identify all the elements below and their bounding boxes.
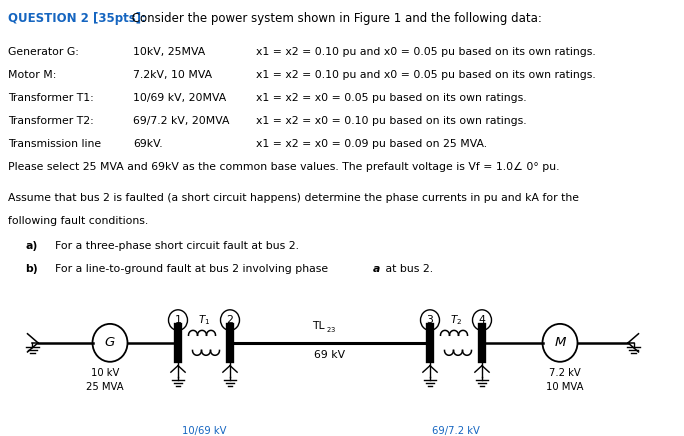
Text: Generator G:: Generator G: <box>8 47 79 57</box>
Text: $_{23}$: $_{23}$ <box>326 325 337 335</box>
Text: Transformer T2:: Transformer T2: <box>8 116 94 126</box>
Text: 2: 2 <box>226 315 233 325</box>
Text: 69/7.2 kV: 69/7.2 kV <box>432 426 480 436</box>
Text: $T_1$: $T_1$ <box>198 313 210 327</box>
Text: Consider the power system shown in Figure 1 and the following data:: Consider the power system shown in Figur… <box>128 12 542 25</box>
Text: M: M <box>554 336 566 349</box>
Text: x1 = x2 = x0 = 0.05 pu based on its own ratings.: x1 = x2 = x0 = 0.05 pu based on its own … <box>256 93 527 103</box>
Text: 69/7.2 kV, 20MVA: 69/7.2 kV, 20MVA <box>133 116 230 126</box>
Text: 7.2 kV: 7.2 kV <box>549 368 581 378</box>
Text: Transmission line: Transmission line <box>8 139 101 149</box>
Text: Transformer T1:: Transformer T1: <box>8 93 94 103</box>
Text: 25 MVA: 25 MVA <box>86 382 124 392</box>
Text: a): a) <box>25 241 38 251</box>
Text: x1 = x2 = 0.10 pu and x0 = 0.05 pu based on its own ratings.: x1 = x2 = 0.10 pu and x0 = 0.05 pu based… <box>256 47 596 57</box>
Text: b): b) <box>25 264 38 274</box>
Text: For a three-phase short circuit fault at bus 2.: For a three-phase short circuit fault at… <box>55 241 299 251</box>
Text: Motor M:: Motor M: <box>8 70 57 80</box>
Text: 10 MVA: 10 MVA <box>547 382 583 392</box>
Text: 3: 3 <box>427 315 434 325</box>
Text: 10/69 kV, 20MVA: 10/69 kV, 20MVA <box>133 93 226 103</box>
Text: For a line-to-ground fault at bus 2 involving phase: For a line-to-ground fault at bus 2 invo… <box>55 264 331 274</box>
Text: 1: 1 <box>174 315 181 325</box>
Text: 10/69 kV: 10/69 kV <box>182 426 226 436</box>
Text: x1 = x2 = 0.10 pu and x0 = 0.05 pu based on its own ratings.: x1 = x2 = 0.10 pu and x0 = 0.05 pu based… <box>256 70 596 80</box>
Text: 10kV, 25MVA: 10kV, 25MVA <box>133 47 206 57</box>
Text: G: G <box>105 336 115 349</box>
Text: QUESTION 2 [35pts]:: QUESTION 2 [35pts]: <box>8 12 146 25</box>
Text: 69kV.: 69kV. <box>133 139 163 149</box>
Text: $T_2$: $T_2$ <box>450 313 462 327</box>
Text: x1 = x2 = x0 = 0.09 pu based on 25 MVA.: x1 = x2 = x0 = 0.09 pu based on 25 MVA. <box>256 139 488 149</box>
Text: TL: TL <box>313 321 325 331</box>
Text: 7.2kV, 10 MVA: 7.2kV, 10 MVA <box>133 70 213 80</box>
Text: Please select 25 MVA and 69kV as the common base values. The prefault voltage is: Please select 25 MVA and 69kV as the com… <box>8 162 560 172</box>
Text: at bus 2.: at bus 2. <box>382 264 433 274</box>
Text: Assume that bus 2 is faulted (a short circuit happens) determine the phase curre: Assume that bus 2 is faulted (a short ci… <box>8 194 579 203</box>
Text: 10 kV: 10 kV <box>91 368 119 378</box>
Text: x1 = x2 = x0 = 0.10 pu based on its own ratings.: x1 = x2 = x0 = 0.10 pu based on its own … <box>256 116 527 126</box>
Text: following fault conditions.: following fault conditions. <box>8 217 148 226</box>
Text: 4: 4 <box>479 315 486 325</box>
Text: 69 kV: 69 kV <box>315 351 345 361</box>
Text: a: a <box>373 264 380 274</box>
